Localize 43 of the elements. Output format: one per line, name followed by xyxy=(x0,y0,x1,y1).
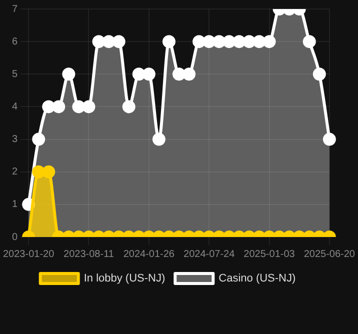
legend-label: Casino (US-NJ) xyxy=(218,272,296,285)
x-tick-label: 2024-01-26 xyxy=(123,248,175,260)
point xyxy=(52,100,66,114)
point xyxy=(182,68,196,81)
point xyxy=(72,100,86,114)
y-tick-label: 2 xyxy=(12,166,18,178)
x-tick-label: 2025-01-03 xyxy=(244,248,296,260)
point xyxy=(42,100,56,114)
point xyxy=(162,35,176,48)
point xyxy=(222,35,236,48)
x-tick-label: 2023-01-20 xyxy=(3,248,55,260)
point xyxy=(212,35,226,48)
y-tick-label: 4 xyxy=(12,101,18,112)
x-tick-label: 2025-06-20 xyxy=(304,248,356,260)
point xyxy=(112,35,126,48)
y-tick-label: 6 xyxy=(12,36,18,48)
point xyxy=(262,35,276,48)
point xyxy=(122,100,136,114)
y-tick-label: 7 xyxy=(12,4,18,15)
point xyxy=(252,35,266,48)
legend-label: In lobby (US-NJ) xyxy=(84,272,166,285)
point xyxy=(302,35,316,48)
point xyxy=(322,132,336,146)
x-tick-label: 2023-08-11 xyxy=(64,248,114,260)
point xyxy=(172,68,186,81)
point xyxy=(132,68,146,81)
point xyxy=(312,68,326,81)
point xyxy=(62,68,76,81)
point xyxy=(192,35,206,48)
y-tick-label: 3 xyxy=(12,134,18,146)
point xyxy=(202,35,216,48)
point xyxy=(82,100,96,114)
point xyxy=(152,132,166,146)
point xyxy=(142,68,156,81)
point xyxy=(102,35,116,48)
y-tick-label: 1 xyxy=(12,199,18,210)
y-tick-label: 5 xyxy=(12,68,18,80)
point xyxy=(232,35,246,48)
y-tick-label: 0 xyxy=(12,232,18,243)
point xyxy=(92,35,106,48)
point xyxy=(32,132,46,146)
x-tick-label: 2024-07-24 xyxy=(184,248,236,260)
point xyxy=(242,35,256,48)
